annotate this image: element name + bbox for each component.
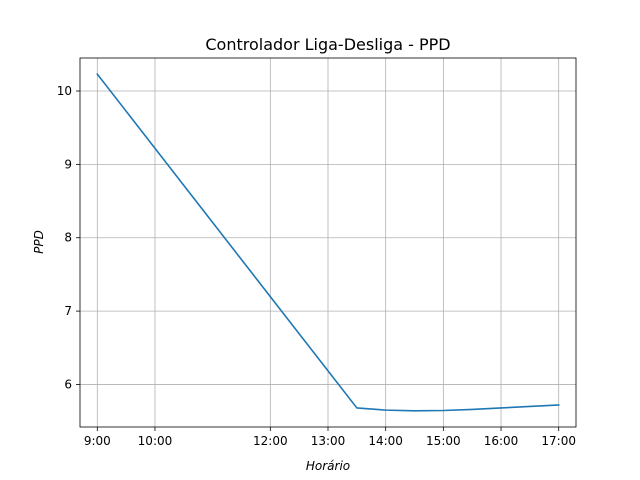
x-tick-label: 13:00: [311, 434, 346, 448]
y-tick-label: 7: [64, 304, 72, 318]
series-line: [96, 73, 560, 412]
axis-ticks: 9:00 10:00 12:00 13:00 14:00 15:00 16:00 17:00 6…: [57, 84, 576, 448]
y-tick-label: 8: [64, 231, 72, 245]
series-layer: [96, 73, 560, 412]
x-tick-label: 15:00: [426, 434, 461, 448]
y-axis-label: PPD: [32, 230, 46, 254]
chart-title: Controlador Liga-Desliga - PPD: [205, 35, 450, 54]
y-tick-label: 6: [64, 377, 72, 391]
grid: [80, 58, 576, 427]
x-tick-label: 10:00: [138, 434, 173, 448]
x-tick-label: 17:00: [541, 434, 576, 448]
x-tick-label: 9:00: [84, 434, 111, 448]
y-tick-label: 9: [64, 157, 72, 171]
x-tick-label: 16:00: [484, 434, 519, 448]
x-tick-label: 14:00: [368, 434, 403, 448]
x-tick-label: 12:00: [253, 434, 288, 448]
y-tick-label: 10: [57, 84, 72, 98]
x-axis-label: Horário: [306, 459, 350, 473]
